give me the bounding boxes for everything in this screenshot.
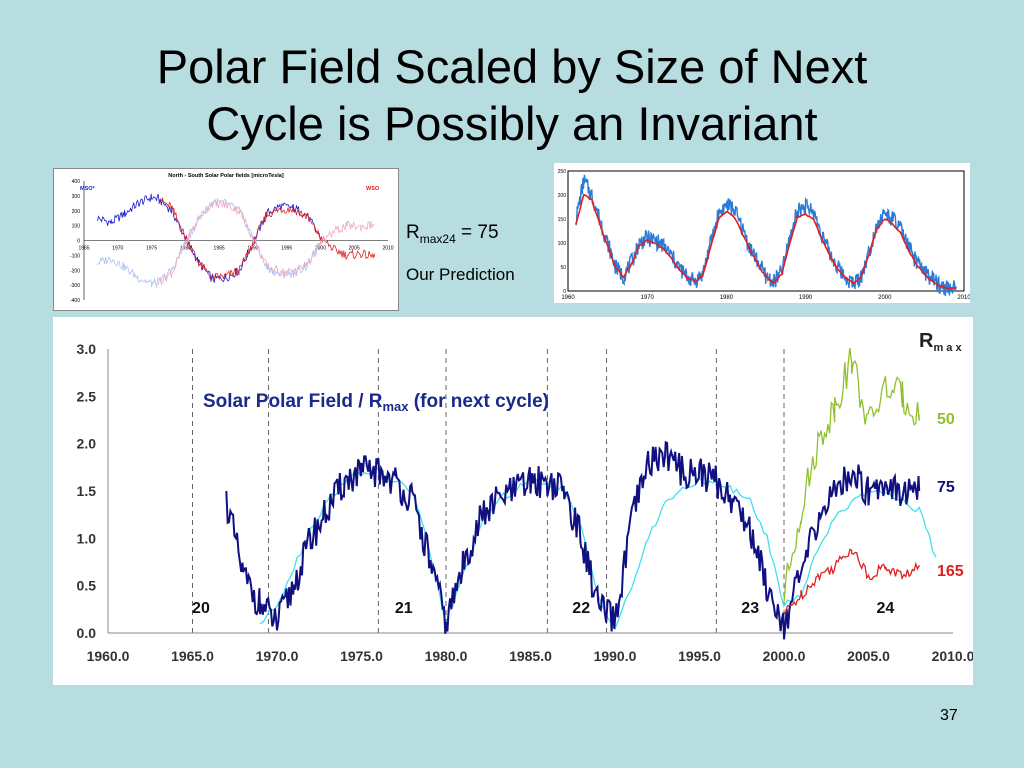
main-series-0 (225, 440, 921, 640)
small-chart-series-0 (97, 193, 321, 284)
sunspot-chart: 250 200 150 100 50 0 1960 1970 1980 1990 2000 2010 (554, 163, 972, 303)
main-x-tick: 2005.0 (847, 648, 890, 664)
sunspot-x-tick: 1960 (561, 295, 575, 301)
slide-title: Polar Field Scaled by Size of Next Cycle… (0, 38, 1024, 152)
prediction-label: Our Prediction (406, 265, 515, 284)
slide-title-line-1: Polar Field Scaled by Size of Next (156, 40, 868, 93)
small-chart-series-3 (157, 198, 375, 286)
polar-field-rmax-chart: 3.0 2.5 2.0 1.5 1.0 0.5 0.0 1960.0 1965.0 1970.0 1… (53, 317, 975, 685)
main-x-tick: 1965.0 (171, 648, 214, 664)
small-chart-x-tick: 2000 (315, 246, 326, 252)
polar-fields-chart-svg: North - South Solar Polar fields [microT… (70, 173, 394, 304)
main-x-tick: 1990.0 (594, 648, 637, 664)
main-x-tick: 1980.0 (425, 648, 468, 664)
main-y-tick: 3.0 (77, 341, 97, 357)
main-x-tick: 1970.0 (256, 648, 299, 664)
main-legend-title: Rm a x (919, 330, 962, 354)
small-chart-y-tick: 400 (72, 179, 81, 185)
small-chart-legend-wso: WSO (366, 186, 380, 192)
rmax24-label: Rmax24 = 75 (406, 222, 499, 246)
cycle-label: 24 (877, 600, 895, 617)
sunspot-y-tick: 250 (558, 169, 567, 175)
small-chart-x-tick: 2010 (382, 246, 393, 252)
sunspot-y-tick: 50 (560, 265, 566, 271)
page-number: 37 (940, 707, 958, 724)
small-chart-x-tick: 1985 (214, 246, 225, 252)
main-y-tick: 1.5 (77, 483, 97, 499)
sunspot-x-tick: 1970 (641, 295, 655, 301)
small-chart-series-2 (97, 197, 321, 289)
sunspot-x-tick: 1980 (720, 295, 734, 301)
small-chart-title: North - South Solar Polar fields [microT… (168, 173, 284, 179)
small-chart-x-tick: 1990 (247, 246, 258, 252)
sunspot-y-tick: 200 (558, 193, 567, 199)
main-y-tick: 0.0 (77, 625, 97, 641)
rmax24-sub: max24 (419, 231, 456, 246)
main-legend-165: 165 (937, 563, 964, 580)
cycle-label: 23 (741, 600, 759, 617)
sunspot-y-tick: 150 (558, 217, 567, 223)
small-chart-y-tick: -200 (70, 268, 80, 274)
main-x-tick: 2000.0 (763, 648, 806, 664)
small-chart-y-tick: 0 (77, 239, 80, 245)
main-y-tick: 2.5 (77, 388, 97, 404)
sunspot-x-tick: 2000 (878, 295, 892, 301)
small-chart-y-tick: 300 (72, 194, 81, 200)
main-x-tick: 2010.0 (932, 648, 973, 664)
small-chart-y-tick: 200 (72, 209, 81, 215)
small-chart-x-tick: 1965 (78, 246, 89, 252)
sunspot-y-tick: 0 (563, 289, 566, 295)
small-chart-legend-mso: MSO* (80, 186, 96, 192)
main-series-3 (783, 548, 920, 615)
sunspot-y-tick: 100 (558, 241, 567, 247)
main-legend-50: 50 (937, 411, 955, 428)
cycle-label: 21 (395, 600, 413, 617)
main-chart-title: Solar Polar Field / Rmax (for next cycle… (203, 391, 549, 414)
small-chart-series-1 (158, 197, 375, 281)
small-chart-y-tick: -100 (70, 253, 80, 259)
slide-title-line-2: Cycle is Possibly an Invariant (206, 97, 818, 150)
sunspot-x-tick: 2010 (957, 295, 970, 301)
polar-fields-chart: North - South Solar Polar fields [microT… (53, 168, 399, 311)
small-chart-x-tick: 2005 (349, 246, 360, 252)
main-x-tick: 1975.0 (340, 648, 383, 664)
polar-field-rmax-chart-svg: 3.0 2.5 2.0 1.5 1.0 0.5 0.0 1960.0 1965.0 1970.0 1… (77, 330, 975, 664)
rmax24-prefix: R (406, 222, 420, 243)
sunspot-frame (567, 170, 965, 292)
main-x-tick: 1995.0 (678, 648, 721, 664)
rmax24-suffix: = 75 (455, 222, 499, 243)
main-series-2 (783, 348, 920, 603)
small-chart-y-tick: 100 (72, 224, 81, 230)
small-chart-x-tick: 1995 (281, 246, 292, 252)
small-chart-x-tick: 1975 (146, 246, 157, 252)
small-chart-x-tick: 1970 (112, 246, 123, 252)
main-legend-75: 75 (937, 479, 955, 496)
main-y-tick: 1.0 (77, 530, 97, 546)
main-y-tick: 0.5 (77, 578, 97, 594)
small-chart-y-tick: -300 (70, 283, 80, 289)
main-x-tick: 1985.0 (509, 648, 552, 664)
cycle-label: 20 (192, 600, 210, 617)
cycle-label: 22 (572, 600, 590, 617)
small-chart-y-tick: -400 (70, 298, 80, 304)
sunspot-x-tick: 1990 (799, 295, 813, 301)
sunspot-series-smoothed (575, 193, 957, 290)
main-x-tick: 1960.0 (87, 648, 130, 664)
small-chart-x-tick: 1980 (180, 246, 191, 252)
main-y-tick: 2.0 (77, 436, 97, 452)
sunspot-series-monthly (575, 174, 957, 297)
